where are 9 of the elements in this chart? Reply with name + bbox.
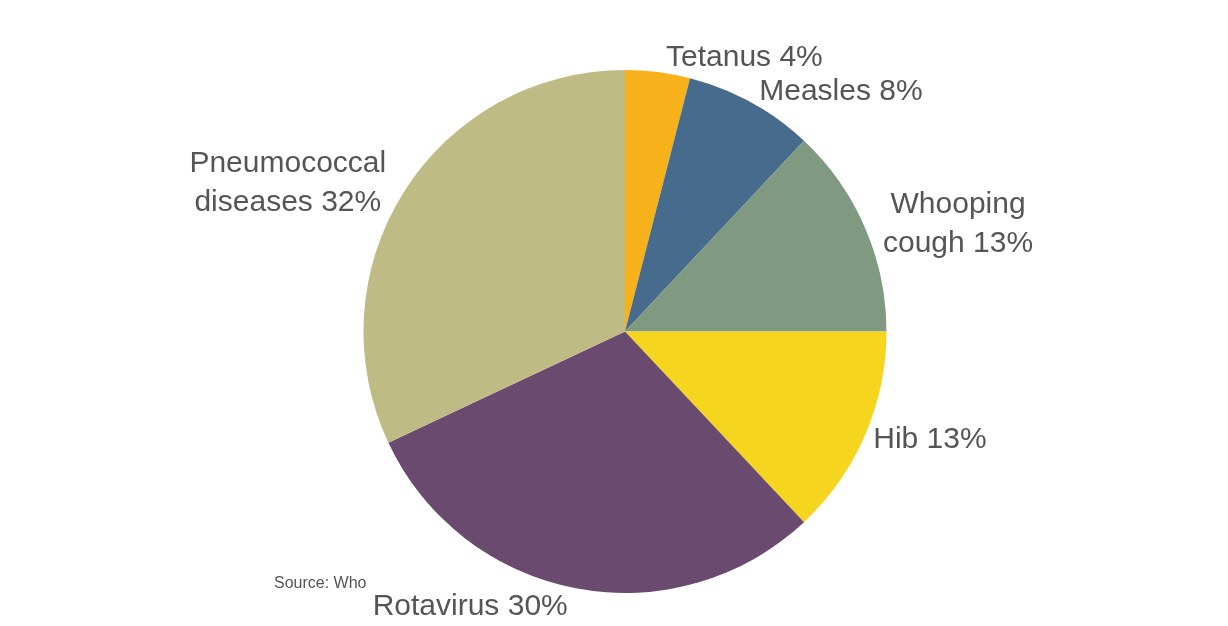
source-note: Source: Who	[274, 574, 367, 591]
slice-label: Measles 8%	[759, 73, 923, 107]
slice-label: Rotavirus 30%	[372, 587, 568, 621]
slice-label: Hib 13%	[873, 421, 987, 455]
slice-label: Pneumococcal diseases 32%	[189, 145, 387, 218]
pie-slice	[625, 70, 691, 332]
pie-slice	[388, 331, 805, 593]
slice-label: Whooping cough 13%	[882, 185, 1034, 258]
slice-label: Tetanus 4%	[666, 39, 823, 73]
